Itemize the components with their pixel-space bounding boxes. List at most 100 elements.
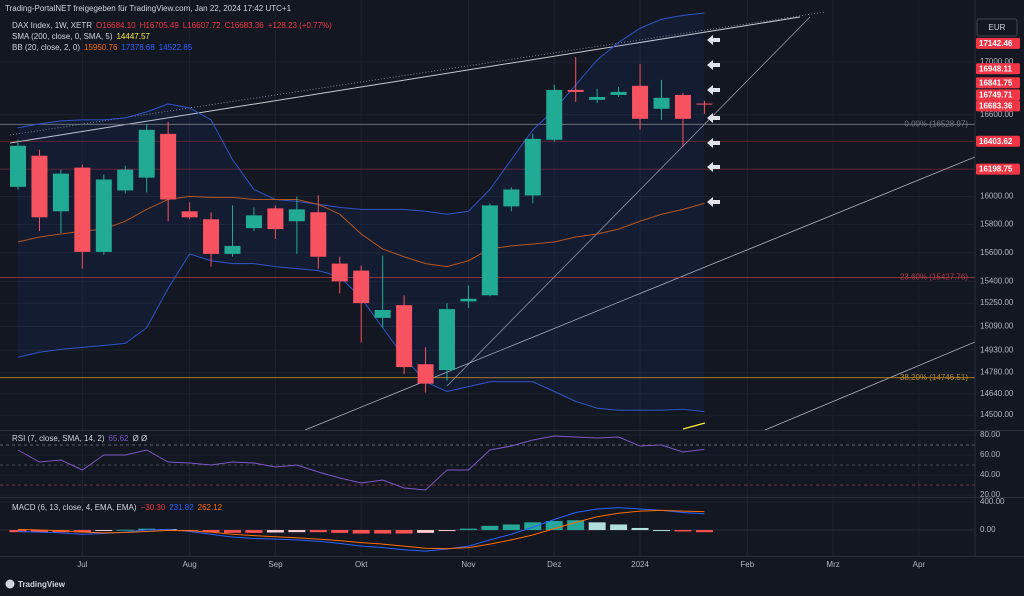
histogram-bar [116, 529, 134, 531]
candle-body [267, 208, 284, 230]
y-tick-label: 15400.00 [980, 277, 1014, 286]
price-pane [0, 11, 975, 430]
arrow [707, 162, 720, 172]
currency-box [976, 18, 1018, 37]
candle-body [674, 94, 691, 119]
trend-line [764, 341, 975, 430]
price-label: 16841.75 [979, 78, 1013, 87]
legend-item: 262.12 [198, 503, 223, 512]
x-tick-label: Dez [547, 560, 561, 569]
candle-body [653, 97, 670, 109]
price-label-box [976, 163, 1020, 175]
legend-item: C16683.36 [225, 21, 265, 30]
legend: DAX Index, 1W, XETR O16684.10 H16705.49 L16… [12, 21, 332, 30]
histogram-bar [395, 530, 413, 534]
legend-item: O16684.10 [96, 21, 136, 30]
histogram-bar [459, 528, 477, 531]
legend-item: L16607.72 [183, 21, 221, 30]
y-tick-label: 15600.00 [980, 248, 1014, 257]
trend-line [446, 16, 811, 387]
candle-body [481, 205, 498, 296]
y-tick-label: 40.00 [980, 470, 1001, 479]
y-tick-label: 14640.00 [980, 389, 1014, 398]
histogram-bar [481, 525, 499, 531]
legend: MACD (6, 13, close, 4, EMA, EMA) −30.30 23… [12, 503, 223, 512]
price-label-box [976, 89, 1020, 101]
candle-body [181, 211, 198, 218]
y-tick-label: 0.00 [980, 525, 996, 534]
candle-body [331, 263, 348, 282]
histogram-bar [352, 530, 370, 534]
y-tick-label: 15800.00 [980, 220, 1014, 229]
candle-body [203, 219, 220, 254]
x-tick-label: Feb [740, 560, 754, 569]
histogram-bar [245, 530, 263, 533]
candle-body [138, 129, 155, 178]
price-label: 16683.36 [979, 101, 1013, 110]
legend-item: 15950.76 [84, 43, 118, 52]
fib-label: 38.20% (14746.51) [900, 373, 968, 382]
x-tick-label: 2024 [631, 560, 649, 569]
y-tick-label: 16600.00 [980, 110, 1014, 119]
price-label-box [976, 100, 1020, 112]
candle-body [417, 364, 434, 384]
y-tick-label: 60.00 [980, 450, 1001, 459]
candle-body [245, 215, 262, 229]
legend-item: H16705.49 [140, 21, 180, 30]
x-tick-label: Aug [182, 560, 196, 569]
candle-body [74, 167, 91, 252]
y-tick-label: 80.00 [980, 430, 1001, 439]
histogram-bar [288, 530, 306, 533]
macd-pane [0, 507, 975, 552]
candle-body [524, 138, 541, 196]
y-tick-label: 17000.00 [980, 57, 1014, 66]
legend-item: −30.30 [140, 503, 165, 512]
candle-body [460, 298, 477, 302]
candle-body [95, 179, 112, 252]
candle-body [610, 91, 627, 95]
grid [0, 0, 975, 556]
indicator-line [17, 12, 705, 215]
fib-label: 0.00% (16528.97) [904, 119, 968, 128]
histogram-bar [331, 530, 349, 533]
y-tick-label: 14500.00 [980, 410, 1014, 419]
price-label: 17142.46 [979, 39, 1013, 48]
histogram-bar [417, 530, 435, 533]
macd-line [17, 509, 705, 550]
arrow [707, 60, 720, 70]
legend-item: 14522.85 [159, 43, 193, 52]
arrow [707, 35, 720, 45]
legend-item: 231.82 [169, 503, 194, 512]
histogram-bar [9, 530, 27, 533]
candle-body [589, 96, 606, 100]
legend-item: MACD (6, 13, close, 4, EMA, EMA) [12, 503, 137, 512]
x-tick-label: Mrz [826, 560, 839, 569]
legend-item: RSI (7, close, SMA, 14, 2) [12, 434, 105, 443]
histogram-bar [524, 522, 542, 531]
y-tick-label: 16000.00 [980, 192, 1014, 201]
candle-body [439, 309, 455, 371]
histogram-bar [653, 530, 670, 532]
y-tick-label: 14930.00 [980, 345, 1014, 354]
candle-body [353, 270, 370, 304]
histogram-bar [309, 530, 327, 533]
y-tick-label: 15090.00 [980, 322, 1014, 331]
x-tick-label: Apr [913, 560, 926, 569]
histogram-bar [674, 530, 692, 532]
legend-item: 65.62 [108, 434, 129, 443]
candle-body [696, 103, 713, 105]
logo-icon [5, 579, 15, 589]
brand: TradingView [18, 580, 66, 589]
macd-line [17, 507, 705, 552]
y-tick-label: 14780.00 [980, 368, 1014, 377]
trend-line [304, 156, 975, 430]
candle-body [224, 245, 241, 254]
histogram-bar [224, 530, 241, 533]
histogram-bar [567, 520, 585, 531]
price-label: 16403.62 [979, 137, 1013, 146]
candle-body [288, 209, 305, 222]
candle-body [10, 145, 26, 187]
price-label-box [976, 135, 1020, 147]
